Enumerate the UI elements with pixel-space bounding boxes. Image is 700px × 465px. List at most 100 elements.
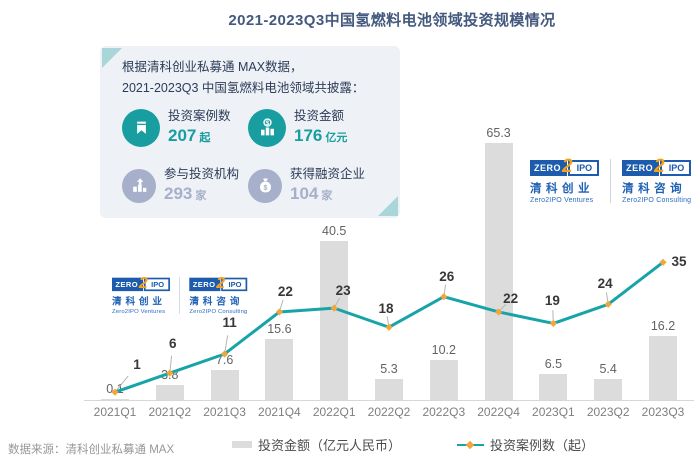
summary-stats: 投资案例数 207 起 $ 投资金额 176 亿元 参与投资机构 293 家 $ 获得融资企业 104 家 [122, 103, 398, 210]
logo-separator [179, 276, 181, 314]
logo-zero-box: ZERO [530, 159, 568, 176]
bar-investment-amount [265, 338, 294, 400]
stat-value: 104 [290, 183, 319, 203]
bar-investment-amount [429, 359, 458, 400]
stat-value-row: 104 家 [290, 184, 365, 204]
logo-english-name: Zero2IPO Consulting [189, 308, 248, 315]
corner-triangle-decoration [102, 48, 122, 68]
stat-label: 参与投资机构 [164, 166, 240, 181]
line-value-label: 22 [277, 283, 293, 299]
line-value-label: 6 [169, 336, 177, 352]
bar-investment-amount [484, 143, 513, 400]
line-point-marker [549, 319, 557, 328]
logo-ipo-box: IPO [567, 159, 600, 176]
stat-item: $ 投资金额 176 亿元 [248, 103, 398, 152]
logo-chinese-name: 清科创业 [112, 297, 166, 308]
x-axis-line [84, 400, 694, 401]
logo-english-name: Zero2IPO Ventures [112, 308, 166, 315]
legend-line-dot [465, 440, 475, 449]
line-point-marker [440, 293, 448, 301]
stat-label: 投资案例数 [168, 108, 231, 123]
legend-line-marker [457, 440, 485, 449]
logo-digit-two: 2 [138, 274, 148, 292]
zero2ipo-logo: ZERO 2 IPO 清科创业 Zero2IPO Ventures [530, 156, 600, 204]
line-point-marker [385, 323, 393, 331]
x-tick-label: 2022Q3 [422, 405, 466, 419]
stat-value-row: 293 家 [164, 184, 239, 204]
stat-unit: 起 [199, 131, 211, 144]
bar-investment-amount [594, 378, 623, 400]
bar-investment-amount [155, 385, 184, 400]
line-value-label: 24 [597, 276, 613, 292]
line-point-marker [604, 300, 612, 308]
logo-zero-box: ZERO [189, 277, 221, 291]
logo-chinese-name: 清科创业 [530, 183, 594, 195]
summary-line-1: 根据清科创业私募通 MAX数据， [122, 60, 303, 74]
moneybag-icon: $ [248, 168, 282, 203]
bookmark-icon [122, 108, 160, 147]
bar-investment-amount [375, 379, 403, 400]
bar-value-label: 10.2 [431, 342, 456, 357]
line-value-label: 35 [671, 254, 687, 270]
logo-ipo-box: IPO [220, 277, 248, 291]
svg-text:$: $ [263, 184, 267, 192]
summary-line-2: 2021-2023Q3 中国氢燃料电池领域共披露： [122, 81, 365, 95]
bar-value-label: 6.5 [544, 357, 563, 372]
logo-chinese-name: 清科咨询 [189, 297, 244, 308]
chart-dollar-icon: $ [248, 108, 286, 147]
legend-item-investment-amount: 投资金额（亿元人民币） [232, 435, 401, 454]
data-source: 数据来源：清科创业私募通 MAX [8, 444, 175, 456]
chart-legend: 投资金额（亿元人民币） 投资案例数（起） [232, 435, 594, 454]
line-point-marker [275, 308, 283, 316]
corner-triangle-decoration [378, 196, 398, 216]
logo-english-name: Zero2IPO Ventures [530, 197, 594, 204]
zero2ipo-logos-right: ZERO 2 IPO 清科创业 Zero2IPO Ventures ZERO 2 IPO 清科咨… [530, 156, 692, 204]
line-value-label: 26 [439, 268, 455, 284]
logo-digit-two: 2 [562, 156, 573, 177]
line-value-label: 1 [133, 357, 141, 373]
line-point-marker [166, 369, 174, 377]
zero2ipo-logo: ZERO 2 IPO 清科创业 Zero2IPO Ventures [112, 274, 171, 315]
legend-item-investment-cases: 投资案例数（起） [457, 435, 594, 454]
legend-item-label: 投资金额（亿元人民币） [258, 438, 402, 453]
stat-item: $ 获得融资企业 104 家 [248, 161, 398, 210]
logo-separator [610, 159, 612, 203]
x-tick-label: 2022Q1 [312, 405, 356, 419]
legend-bar-swatch [232, 441, 252, 448]
line-point-marker [111, 388, 119, 396]
logo-digit-two: 2 [654, 156, 665, 177]
x-tick-label: 2022Q4 [477, 405, 520, 419]
x-tick-label: 2021Q4 [258, 405, 301, 419]
bar-investment-amount [649, 336, 677, 400]
zero2ipo-wordmark: ZERO 2 IPO [530, 156, 600, 177]
x-tick-label: 2023Q1 [532, 405, 575, 419]
bar-investment-amount [539, 374, 568, 400]
zero2ipo-wordmark: ZERO 2 IPO [112, 274, 171, 292]
zero2ipo-logo: ZERO 2 IPO 清科咨询 Zero2IPO Consulting [189, 275, 248, 315]
summary-panel: 根据清科创业私募通 MAX数据， 2021-2023Q3 中国氢燃料电池领域共披… [100, 46, 400, 218]
line-point-marker [495, 308, 503, 316]
stat-value: 176 [294, 125, 323, 145]
logo-chinese-name: 清科咨询 [622, 183, 687, 195]
bar-value-label: 5.3 [380, 362, 398, 377]
x-tick-label: 2022Q2 [367, 405, 411, 419]
line-point-marker [221, 350, 229, 358]
stat-value: 293 [164, 183, 193, 203]
label-leader-line [224, 335, 229, 355]
bar-value-label: 16.2 [650, 319, 676, 334]
podium-icon [122, 168, 156, 203]
bar-investment-amount [101, 399, 129, 400]
stat-label: 获得融资企业 [290, 166, 366, 181]
stat-value: 207 [168, 125, 197, 145]
logo-ipo-box: IPO [659, 159, 692, 176]
bar-value-label: 40.5 [322, 223, 347, 238]
bar-value-label: 15.6 [267, 321, 292, 336]
bar-investment-amount [320, 240, 349, 400]
line-value-label: 22 [503, 290, 519, 306]
logo-ipo-box: IPO [143, 277, 171, 291]
line-point-marker [659, 258, 667, 266]
stat-item: 投资案例数 207 起 [122, 103, 248, 152]
x-tick-label: 2021Q1 [93, 405, 137, 419]
